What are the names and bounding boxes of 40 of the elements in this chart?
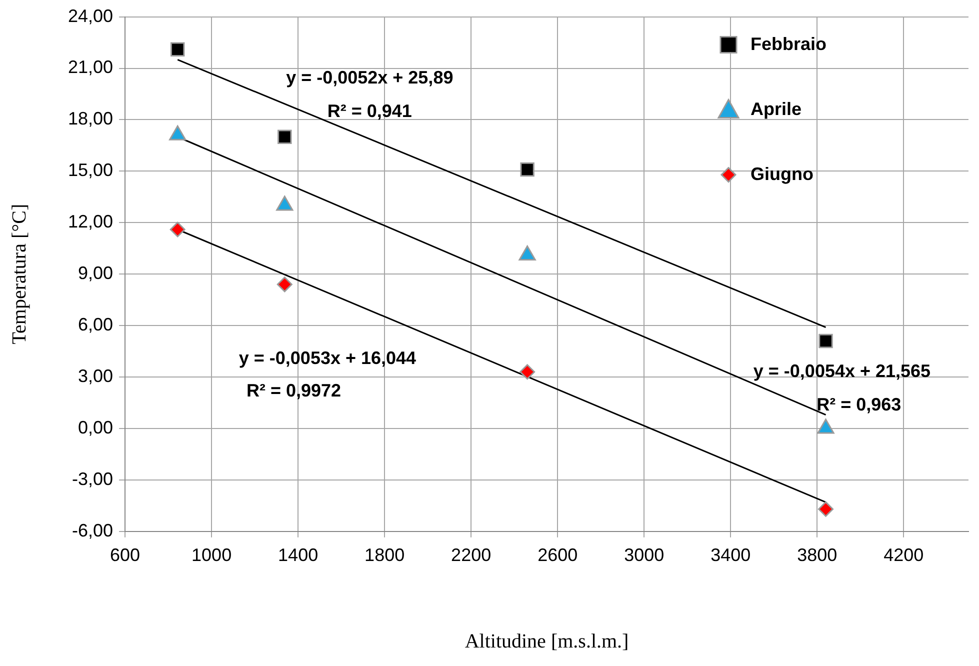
x-axis-title: Altitudine [m.s.l.m.] (464, 630, 629, 652)
y-tick-label: 0,00 (78, 417, 114, 438)
y-tick-label: 24,00 (68, 6, 114, 26)
x-tick-label: 600 (110, 545, 140, 566)
legend-label: Febbraio (750, 34, 827, 54)
y-axis-title: Temperatura [°C] (8, 204, 30, 344)
point (818, 501, 834, 517)
x-tick-label: 1400 (278, 545, 318, 566)
y-tick-label: 12,00 (68, 212, 114, 232)
annotation: R² = 0,941 (327, 100, 412, 121)
annotation: y = -0,0053x + 16,044 (238, 348, 416, 368)
legend-label: Giugno (750, 164, 814, 184)
x-tick-label: 3000 (624, 545, 664, 566)
point (276, 276, 292, 292)
y-tick-label: 3,00 (78, 366, 114, 386)
y-tick-label: 21,00 (68, 57, 114, 78)
x-tick-label: 2200 (451, 545, 492, 566)
x-tick-label: 1800 (364, 545, 405, 566)
y-tick-label: -3,00 (72, 468, 114, 489)
y-tick-label: 9,00 (78, 263, 114, 284)
point (818, 334, 833, 348)
y-tick-label: -6,00 (72, 520, 114, 540)
annotation: R² = 0,9972 (246, 380, 342, 400)
x-tick-label: 3400 (710, 545, 751, 566)
x-tick-label: 3800 (797, 545, 838, 566)
y-tick-label: 6,00 (78, 314, 114, 335)
x-tick-label: 4200 (884, 545, 924, 566)
legend-label: Aprile (750, 98, 802, 119)
point (170, 42, 185, 57)
point (520, 364, 536, 380)
y-tick-label: 18,00 (68, 108, 114, 129)
y-tick-label: 15,00 (68, 160, 114, 180)
annotation: y = -0,0054x + 21,565 (753, 360, 931, 381)
x-tick-label: 2600 (538, 545, 578, 566)
annotation: y = -0,0052x + 25,89 (286, 68, 454, 88)
x-tick-label: 1000 (192, 545, 232, 566)
point (170, 222, 186, 238)
point (520, 162, 534, 177)
annotation: R² = 0,963 (816, 394, 902, 414)
point (278, 130, 292, 144)
